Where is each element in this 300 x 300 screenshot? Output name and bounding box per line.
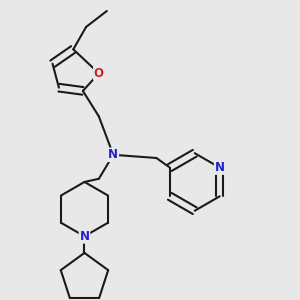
Text: N: N (108, 148, 118, 161)
Text: N: N (80, 230, 89, 243)
Text: O: O (94, 67, 104, 80)
Text: N: N (215, 161, 225, 174)
